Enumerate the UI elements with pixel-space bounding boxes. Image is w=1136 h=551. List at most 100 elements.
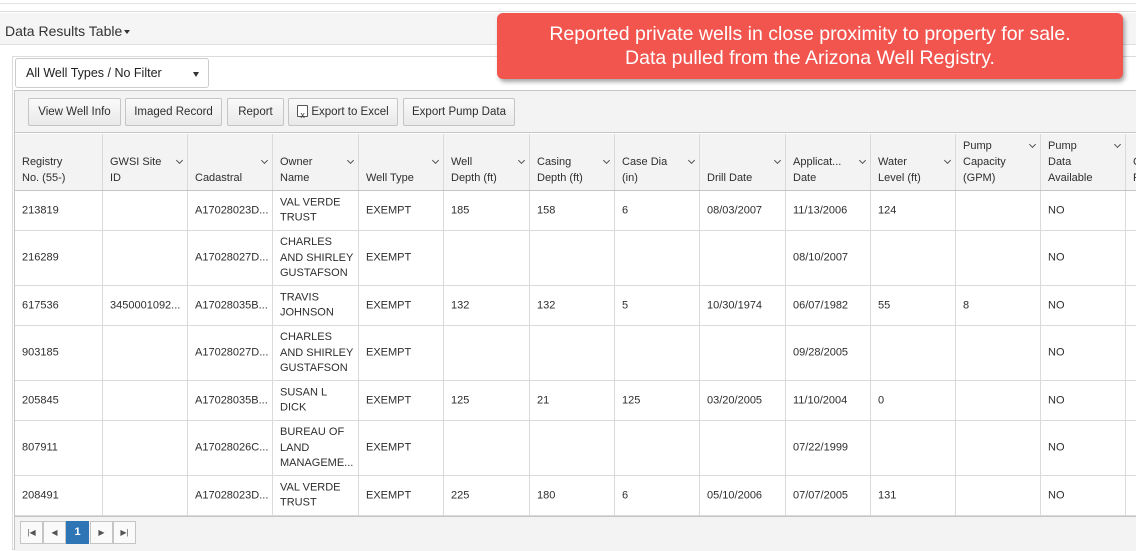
cell-water-level: 55 xyxy=(871,286,956,325)
export-pump-data-button[interactable]: Export Pump Data xyxy=(403,98,515,126)
grid-toolbar: View Well Info Imaged Record Report Expo… xyxy=(15,91,1136,133)
cell-cadastral: A17028023D... xyxy=(188,476,273,515)
last-page-icon[interactable]: ▶| xyxy=(113,521,136,544)
cell-pump-data-available: NO xyxy=(1041,191,1126,230)
cell-case-dia: 5 xyxy=(615,286,700,325)
cell-casing-depth: 158 xyxy=(530,191,615,230)
cell-well-type: EXEMPT xyxy=(359,286,444,325)
column-header-extra[interactable]: CF xyxy=(1126,134,1136,190)
column-header-water-level[interactable]: Water Level (ft) xyxy=(871,134,956,190)
column-filter-chevron-icon[interactable] xyxy=(858,156,867,165)
cell-drill-date xyxy=(700,326,786,380)
cell-application-date: 11/13/2006 xyxy=(786,191,871,230)
cell-well-depth: 125 xyxy=(444,381,530,420)
cell-application-date: 07/22/1999 xyxy=(786,421,871,475)
column-header-label: Drill Date xyxy=(707,172,753,184)
column-header-case-dia[interactable]: Case Dia (in) xyxy=(615,134,700,190)
cell-well-depth xyxy=(444,326,530,380)
prev-page-icon[interactable]: ◀ xyxy=(43,521,66,544)
next-page-icon[interactable]: ▶ xyxy=(90,521,113,544)
cell-pump-data-available: NO xyxy=(1041,421,1126,475)
cell-cadastral: A17028023D... xyxy=(188,191,273,230)
cell-owner-name: VAL VERDE TRUST xyxy=(273,191,359,230)
column-header-label: Casing Depth (ft) xyxy=(537,156,583,184)
cell-well-depth xyxy=(444,421,530,475)
cell-pump-capacity xyxy=(956,326,1041,380)
dropdown-arrow-icon xyxy=(193,72,199,77)
results-grid: View Well Info Imaged Record Report Expo… xyxy=(14,90,1136,551)
report-button[interactable]: Report xyxy=(227,98,284,126)
top-strip xyxy=(0,0,1136,12)
cell-well-type: EXEMPT xyxy=(359,191,444,230)
table-row[interactable]: 216289 A17028027D... CHARLES AND SHIRLEY G… xyxy=(15,231,1136,286)
export-to-excel-label: Export to Excel xyxy=(311,106,389,118)
table-row[interactable]: 903185 A17028027D... CHARLES AND SHIRLEY G… xyxy=(15,326,1136,381)
section-title-text: Data Results Table xyxy=(5,23,123,39)
imaged-record-button[interactable]: Imaged Record xyxy=(125,98,222,126)
column-header-gwsi-site-id[interactable]: GWSI Site ID xyxy=(103,134,188,190)
column-filter-chevron-icon[interactable] xyxy=(602,156,611,165)
column-filter-chevron-icon[interactable] xyxy=(431,156,440,165)
column-header-owner-name[interactable]: Owner Name xyxy=(273,134,359,190)
column-header-pump-data-available[interactable]: Pump Data Available xyxy=(1041,134,1126,190)
cell-extra xyxy=(1126,421,1136,475)
column-header-label: Registry No. (55-) xyxy=(22,156,66,184)
cell-cadastral: A17028027D... xyxy=(188,231,273,285)
cell-case-dia xyxy=(615,421,700,475)
well-type-filter-select[interactable]: All Well Types / No Filter xyxy=(15,58,209,88)
cell-well-type: EXEMPT xyxy=(359,231,444,285)
page-number-button[interactable]: 1 xyxy=(66,521,89,544)
column-filter-chevron-icon[interactable] xyxy=(687,156,696,165)
column-filter-chevron-icon[interactable] xyxy=(773,156,782,165)
cell-casing-depth xyxy=(530,326,615,380)
table-row[interactable]: 807911 A17028026C... BUREAU OF LAND MANAGE… xyxy=(15,421,1136,476)
section-title-dropdown[interactable]: Data Results Table xyxy=(5,23,131,39)
column-filter-chevron-icon[interactable] xyxy=(260,156,269,165)
column-filter-chevron-icon[interactable] xyxy=(346,156,355,165)
cell-extra xyxy=(1126,286,1136,325)
cell-casing-depth: 180 xyxy=(530,476,615,515)
column-filter-chevron-icon[interactable] xyxy=(943,156,952,165)
cell-owner-name: VAL VERDE TRUST xyxy=(273,476,359,515)
caret-down-icon xyxy=(124,30,131,35)
column-header-well-depth[interactable]: Well Depth (ft) xyxy=(444,134,530,190)
cell-pump-data-available: NO xyxy=(1041,476,1126,515)
column-header-label: Cadastral xyxy=(195,172,243,184)
cell-well-type: EXEMPT xyxy=(359,326,444,380)
cell-pump-capacity: 8 xyxy=(956,286,1041,325)
column-header-casing-depth[interactable]: Casing Depth (ft) xyxy=(530,134,615,190)
table-row[interactable]: 205845 A17028035B... SUSAN L DICK EXEMPT 125… xyxy=(15,381,1136,421)
view-well-info-button[interactable]: View Well Info xyxy=(28,98,121,126)
well-type-filter-value: All Well Types / No Filter xyxy=(26,66,162,80)
column-header-label: CF xyxy=(1133,154,1136,186)
callout-line-1: Reported private wells in close proximit… xyxy=(549,23,1071,45)
export-to-excel-button[interactable]: Export to Excel xyxy=(288,98,398,128)
column-header-label: Pump Capacity (GPM) xyxy=(963,140,1006,184)
cell-owner-name: TRAVIS JOHNSON xyxy=(273,286,359,325)
column-header-registry-no[interactable]: Registry No. (55-) xyxy=(15,134,103,190)
column-header-pump-capacity[interactable]: Pump Capacity (GPM) xyxy=(956,134,1041,190)
column-header-drill-date[interactable]: Drill Date xyxy=(700,134,786,190)
cell-pump-capacity xyxy=(956,476,1041,515)
first-page-icon[interactable]: |◀ xyxy=(20,521,43,544)
cell-drill-date: 05/10/2006 xyxy=(700,476,786,515)
table-row[interactable]: 208491 A17028023D... VAL VERDE TRUST EXEMPT… xyxy=(15,476,1136,516)
cell-case-dia: 6 xyxy=(615,476,700,515)
column-filter-chevron-icon[interactable] xyxy=(175,156,184,165)
grid-pager: |◀ ◀ 1 ▶ ▶| xyxy=(15,516,1136,551)
cell-casing-depth: 21 xyxy=(530,381,615,420)
cell-water-level: 124 xyxy=(871,191,956,230)
table-row[interactable]: 213819 A17028023D... VAL VERDE TRUST EXEMPT… xyxy=(15,191,1136,231)
cell-owner-name: BUREAU OF LAND MANAGEME... xyxy=(273,421,359,475)
column-header-application-date[interactable]: Applicat... Date xyxy=(786,134,871,190)
cell-registry-no: 208491 xyxy=(15,476,103,515)
table-row[interactable]: 617536 3450001092... A17028035B... TRAVIS J… xyxy=(15,286,1136,326)
column-header-cadastral[interactable]: Cadastral xyxy=(188,134,273,190)
column-header-well-type[interactable]: Well Type xyxy=(359,134,444,190)
cell-pump-capacity xyxy=(956,231,1041,285)
cell-gwsi-site-id xyxy=(103,191,188,230)
column-filter-chevron-icon[interactable] xyxy=(1028,140,1037,149)
column-filter-chevron-icon[interactable] xyxy=(517,156,526,165)
cell-gwsi-site-id xyxy=(103,231,188,285)
column-filter-chevron-icon[interactable] xyxy=(1113,140,1122,149)
